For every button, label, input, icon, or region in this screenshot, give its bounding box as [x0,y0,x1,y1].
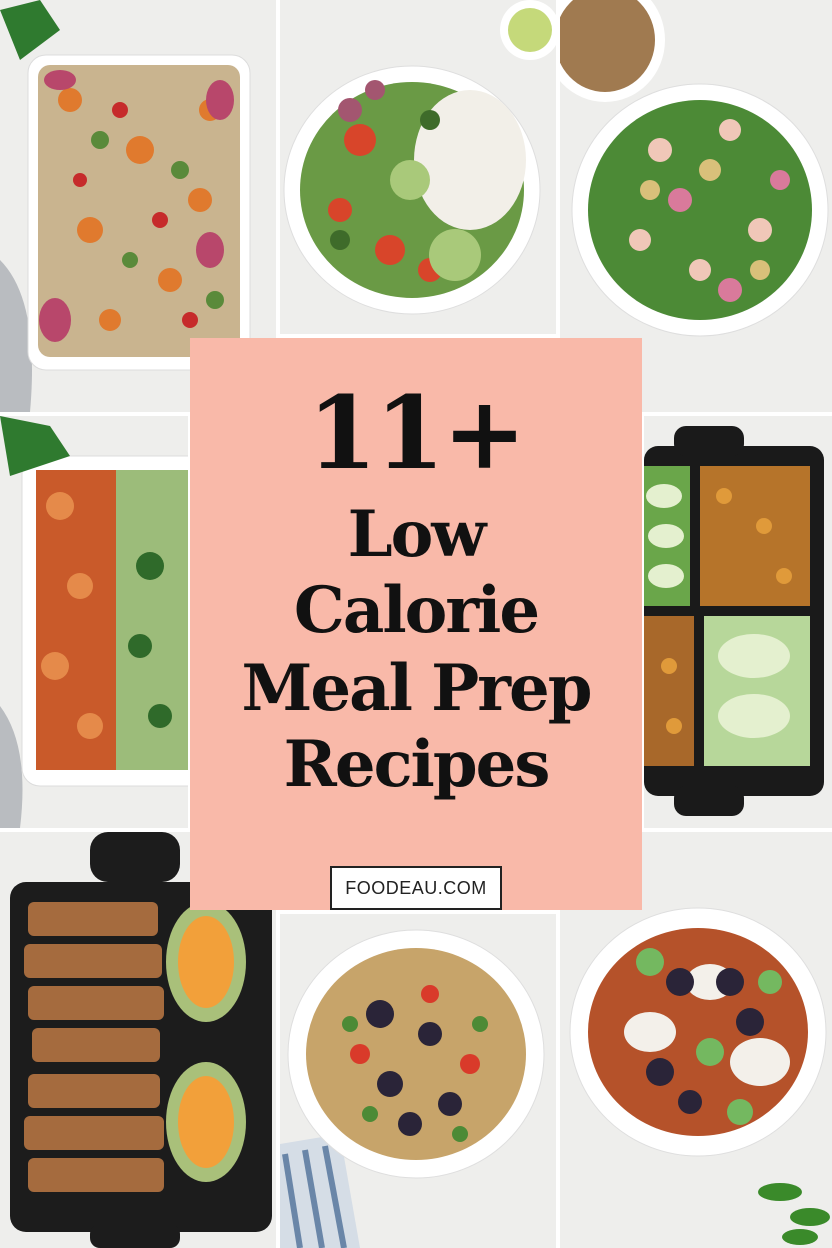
photo-mixed-bowl [280,914,556,1248]
photo-bento-meal-prep-container [644,416,832,828]
photo-spinach-salad-bowl [560,0,832,412]
photo-salad-bowl [280,0,556,334]
title-number: 11+ [307,374,527,492]
photo-roasted-vegetable-casserole [0,0,276,412]
title-line-meal-prep: Meal Prep [241,651,593,726]
photo-grilled-tempeh-tray [0,832,276,1248]
title-panel: 11+ Low Calorie Meal Prep Recipes FOODEA… [190,338,642,910]
photo-vegetable-rice-dish [0,416,188,828]
title-line-recipes: Recipes [283,727,551,802]
site-badge: FOODEAU.COM [330,866,502,910]
title-line-low: Low [347,497,487,572]
title-line-calorie: Calorie [293,573,540,648]
